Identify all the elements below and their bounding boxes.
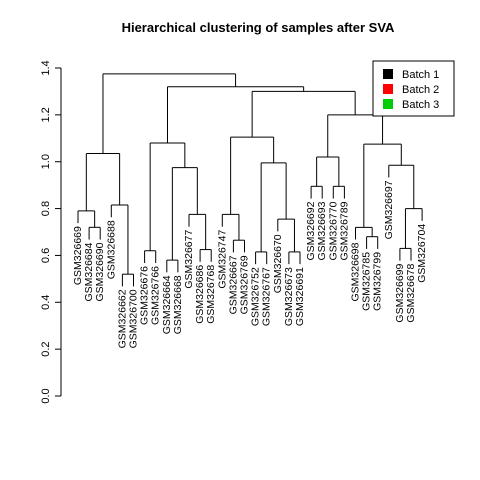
leaf-label: GSM326670 xyxy=(272,234,284,293)
legend-swatch xyxy=(383,69,393,79)
leaf-label: GSM326677 xyxy=(183,230,195,289)
leaf-label: GSM326686 xyxy=(194,265,206,324)
leaf-label: GSM326690 xyxy=(94,242,106,301)
y-tick-label: 0.2 xyxy=(40,341,52,356)
leaf-label: GSM326752 xyxy=(250,267,262,326)
leaf-label: GSM326766 xyxy=(150,266,162,325)
leaf-label: GSM326693 xyxy=(316,201,328,260)
legend-swatch xyxy=(383,99,393,109)
leaf-label: GSM326697 xyxy=(383,180,395,239)
leaf-label: GSM326769 xyxy=(239,255,251,314)
leaf-label: GSM326691 xyxy=(294,267,306,326)
leaf-label: GSM326684 xyxy=(83,242,95,301)
leaf-label: GSM326785 xyxy=(361,252,373,311)
legend-swatch xyxy=(383,84,393,94)
leaf-label: GSM326692 xyxy=(305,201,317,260)
legend-label: Batch 2 xyxy=(402,84,439,96)
y-tick-label: 1.0 xyxy=(40,154,52,169)
leaf-label: GSM326700 xyxy=(128,289,140,348)
leaf-label: GSM326699 xyxy=(394,263,406,322)
leaf-label: GSM326678 xyxy=(405,263,417,322)
y-tick-label: 1.4 xyxy=(40,60,52,75)
dendrogram-branches xyxy=(77,73,423,287)
leaf-label: GSM326747 xyxy=(216,230,228,289)
leaf-label: GSM326662 xyxy=(116,289,128,348)
leaf-label: GSM326698 xyxy=(350,242,362,301)
legend-label: Batch 1 xyxy=(402,69,439,81)
y-tick-label: 0.6 xyxy=(40,248,52,263)
leaf-label: GSM326669 xyxy=(72,226,84,285)
leaf-labels: GSM326669 GSM326684 GSM326690 GSM326688 GSM3… xyxy=(72,180,428,348)
y-tick-label: 0.8 xyxy=(40,201,52,216)
y-axis: 0.0 0.2 0.4 0.6 0.8 1.0 1.2 1.4 xyxy=(40,60,62,404)
chart-title: Hierarchical clustering of samples after… xyxy=(122,20,395,35)
leaf-label: GSM326688 xyxy=(105,220,117,279)
leaf-label: GSM326676 xyxy=(139,266,151,325)
leaf-label: GSM326768 xyxy=(205,265,217,324)
leaf-label: GSM326770 xyxy=(327,201,339,260)
leaf-label: GSM326673 xyxy=(283,267,295,326)
legend-label: Batch 3 xyxy=(402,99,439,111)
y-tick-label: 1.2 xyxy=(40,107,52,122)
leaf-label: GSM326667 xyxy=(227,255,239,314)
leaf-label: GSM326664 xyxy=(161,275,173,334)
y-tick-label: 0.4 xyxy=(40,295,52,310)
y-tick-label: 0.0 xyxy=(40,388,52,403)
leaf-label: GSM326668 xyxy=(172,275,184,334)
leaf-label: GSM326704 xyxy=(416,224,428,283)
leaf-label: GSM326799 xyxy=(372,252,384,311)
leaf-label: GSM326767 xyxy=(261,267,273,326)
legend: Batch 1 Batch 2 Batch 3 xyxy=(372,60,455,117)
leaf-label: GSM326789 xyxy=(338,201,350,260)
